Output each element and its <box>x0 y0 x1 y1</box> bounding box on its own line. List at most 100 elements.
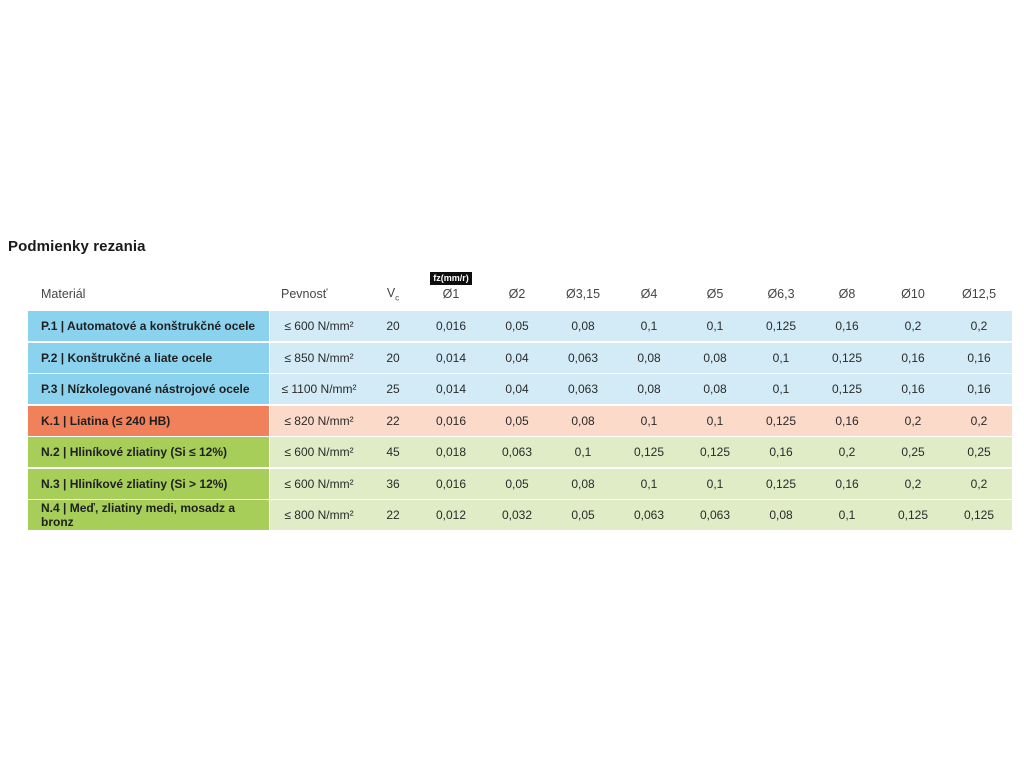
feed-cell: 0,08 <box>550 468 616 499</box>
feed-cell: 0,16 <box>946 342 1012 373</box>
table-row: P.3 | Nízkolegované nástrojové ocele ≤ 1… <box>28 374 1012 404</box>
material-cell: P.3 | Nízkolegované nástrojové ocele <box>28 374 270 404</box>
vc-symbol: V <box>386 285 396 300</box>
feed-cell: 0,05 <box>484 405 550 436</box>
feed-cell: 0,1 <box>550 437 616 467</box>
feed-cell: 0,1 <box>616 311 682 341</box>
feed-cell: 0,1 <box>814 500 880 530</box>
feed-cell: 0,125 <box>682 437 748 467</box>
feed-cell: 0,2 <box>880 311 946 341</box>
feed-cell: 0,014 <box>418 342 484 373</box>
material-cell: N.2 | Hliníkové zliatiny (Si ≤ 12%) <box>28 437 270 467</box>
strength-cell: ≤ 600 N/mm² <box>270 437 368 467</box>
feed-cell: 0,125 <box>880 500 946 530</box>
feed-cell: 0,2 <box>880 405 946 436</box>
feed-cell: 0,1 <box>748 374 814 404</box>
feed-cell: 0,016 <box>418 468 484 499</box>
feed-cell: 0,125 <box>748 405 814 436</box>
table-row: P.1 | Automatové a konštrukčné ocele ≤ 6… <box>28 311 1012 341</box>
column-header-diameter-1: fz(mm/r) Ø1 <box>418 272 484 302</box>
feed-cell: 0,016 <box>418 311 484 341</box>
table-row: K.1 | Liatina (≤ 240 HB) ≤ 820 N/mm² 22 … <box>28 405 1012 436</box>
feed-cell: 0,018 <box>418 437 484 467</box>
feed-cell: 0,1 <box>616 405 682 436</box>
cutting-speed-cell: 25 <box>368 374 418 404</box>
feed-cell: 0,08 <box>616 342 682 373</box>
feed-cell: 0,125 <box>748 311 814 341</box>
feed-cell: 0,08 <box>550 311 616 341</box>
feed-cell: 0,16 <box>946 374 1012 404</box>
feed-cell: 0,063 <box>616 500 682 530</box>
feed-cell: 0,05 <box>484 468 550 499</box>
column-header-cutting-speed: Vc <box>368 285 418 303</box>
feed-cell: 0,125 <box>946 500 1012 530</box>
table-row: N.3 | Hliníkové zliatiny (Si > 12%) ≤ 60… <box>28 468 1012 499</box>
feed-cell: 0,016 <box>418 405 484 436</box>
feed-cell: 0,08 <box>682 342 748 373</box>
feed-cell: 0,1 <box>748 342 814 373</box>
feed-cell: 0,25 <box>880 437 946 467</box>
feed-cell: 0,1 <box>682 468 748 499</box>
column-header-diameter-8: Ø10 <box>901 287 925 302</box>
feed-cell: 0,1 <box>616 468 682 499</box>
feed-cell: 0,1 <box>682 405 748 436</box>
column-header-diameter-3: Ø3,15 <box>565 287 601 302</box>
strength-cell: ≤ 820 N/mm² <box>270 405 368 436</box>
feed-cell: 0,014 <box>418 374 484 404</box>
page-title: Podmienky rezania <box>8 238 146 255</box>
material-cell: N.4 | Meď, zliatiny medi, mosadz a bronz <box>28 500 270 530</box>
table-row: P.2 | Konštrukčné a liate ocele ≤ 850 N/… <box>28 342 1012 373</box>
cutting-speed-cell: 20 <box>368 342 418 373</box>
strength-cell: ≤ 600 N/mm² <box>270 468 368 499</box>
feed-cell: 0,16 <box>814 405 880 436</box>
feed-cell: 0,012 <box>418 500 484 530</box>
table-header-row: Materiál Pevnosť Vc fz(mm/r) Ø1 Ø2 Ø3,15… <box>28 261 1012 302</box>
feed-cell: 0,08 <box>748 500 814 530</box>
feed-cell: 0,2 <box>880 468 946 499</box>
strength-cell: ≤ 850 N/mm² <box>270 342 368 373</box>
feed-cell: 0,125 <box>748 468 814 499</box>
material-cell: P.1 | Automatové a konštrukčné ocele <box>28 311 270 341</box>
feed-cell: 0,2 <box>946 405 1012 436</box>
strength-cell: ≤ 800 N/mm² <box>270 500 368 530</box>
feed-cell: 0,2 <box>946 311 1012 341</box>
column-header-diameter-9: Ø12,5 <box>961 287 997 302</box>
feed-cell: 0,125 <box>616 437 682 467</box>
strength-cell: ≤ 1100 N/mm² <box>270 374 368 404</box>
cutting-speed-cell: 20 <box>368 311 418 341</box>
vc-subscript: c <box>395 293 400 302</box>
feed-cell: 0,16 <box>814 468 880 499</box>
material-cell: P.2 | Konštrukčné a liate ocele <box>28 342 270 373</box>
column-header-material: Materiál <box>41 287 86 302</box>
column-header-diameter-2: Ø2 <box>508 287 526 302</box>
feed-cell: 0,05 <box>484 311 550 341</box>
column-header-strength: Pevnosť <box>281 287 328 302</box>
column-header-diameter-5: Ø5 <box>706 287 724 302</box>
cutting-speed-cell: 45 <box>368 437 418 467</box>
table-row: N.4 | Meď, zliatiny medi, mosadz a bronz… <box>28 500 1012 530</box>
diameter-label: Ø1 <box>442 287 460 302</box>
cutting-speed-cell: 36 <box>368 468 418 499</box>
feed-cell: 0,032 <box>484 500 550 530</box>
feed-cell: 0,125 <box>814 374 880 404</box>
feed-cell: 0,16 <box>880 374 946 404</box>
column-header-diameter-4: Ø4 <box>640 287 658 302</box>
column-header-diameter-6: Ø6,3 <box>767 287 795 302</box>
column-header-diameter-7: Ø8 <box>838 287 856 302</box>
feed-cell: 0,063 <box>550 342 616 373</box>
feed-cell: 0,2 <box>946 468 1012 499</box>
feed-cell: 0,063 <box>682 500 748 530</box>
feed-cell: 0,063 <box>550 374 616 404</box>
feed-cell: 0,05 <box>550 500 616 530</box>
feed-cell: 0,16 <box>814 311 880 341</box>
feed-cell: 0,08 <box>682 374 748 404</box>
feed-cell: 0,16 <box>748 437 814 467</box>
feed-cell: 0,04 <box>484 374 550 404</box>
table-row: N.2 | Hliníkové zliatiny (Si ≤ 12%) ≤ 60… <box>28 437 1012 467</box>
feed-cell: 0,2 <box>814 437 880 467</box>
cutting-speed-cell: 22 <box>368 405 418 436</box>
feed-cell: 0,16 <box>880 342 946 373</box>
cutting-conditions-table: Materiál Pevnosť Vc fz(mm/r) Ø1 Ø2 Ø3,15… <box>28 261 1012 532</box>
feed-cell: 0,25 <box>946 437 1012 467</box>
